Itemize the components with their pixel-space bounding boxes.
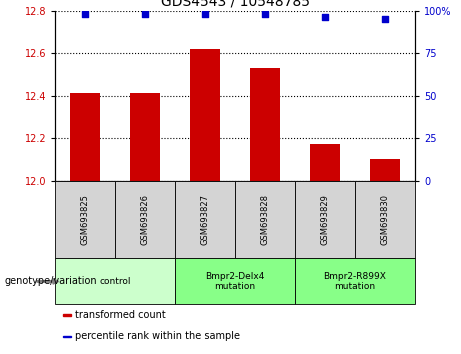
- Bar: [130, 93, 160, 181]
- Point: [82, 11, 89, 17]
- Bar: [55, 258, 175, 304]
- Text: control: control: [100, 277, 131, 286]
- Bar: [295, 258, 415, 304]
- Text: transformed count: transformed count: [75, 310, 165, 320]
- Bar: [310, 144, 340, 181]
- Point: [142, 11, 149, 17]
- Text: GSM693828: GSM693828: [260, 194, 270, 245]
- Bar: [175, 258, 295, 304]
- Text: percentile rank within the sample: percentile rank within the sample: [75, 331, 240, 341]
- Bar: [250, 68, 280, 181]
- Point: [381, 16, 389, 22]
- Title: GDS4543 / 10548785: GDS4543 / 10548785: [160, 0, 310, 8]
- Bar: [235, 181, 295, 258]
- Text: genotype/variation: genotype/variation: [5, 276, 97, 286]
- Bar: [295, 181, 355, 258]
- Text: GSM693829: GSM693829: [320, 194, 330, 245]
- Bar: [175, 181, 235, 258]
- Bar: [63, 336, 71, 337]
- Bar: [190, 49, 220, 181]
- Text: Bmpr2-Delx4
mutation: Bmpr2-Delx4 mutation: [206, 272, 265, 291]
- Bar: [355, 181, 415, 258]
- Text: GSM693826: GSM693826: [141, 194, 150, 245]
- Text: GSM693827: GSM693827: [201, 194, 210, 245]
- Bar: [115, 181, 175, 258]
- Bar: [70, 93, 100, 181]
- Text: GSM693830: GSM693830: [380, 194, 390, 245]
- Bar: [370, 159, 400, 181]
- Point: [201, 11, 209, 17]
- Point: [261, 11, 269, 17]
- Text: GSM693825: GSM693825: [81, 194, 90, 245]
- Bar: [63, 314, 71, 316]
- Point: [321, 15, 329, 20]
- Text: Bmpr2-R899X
mutation: Bmpr2-R899X mutation: [324, 272, 386, 291]
- Bar: [55, 181, 115, 258]
